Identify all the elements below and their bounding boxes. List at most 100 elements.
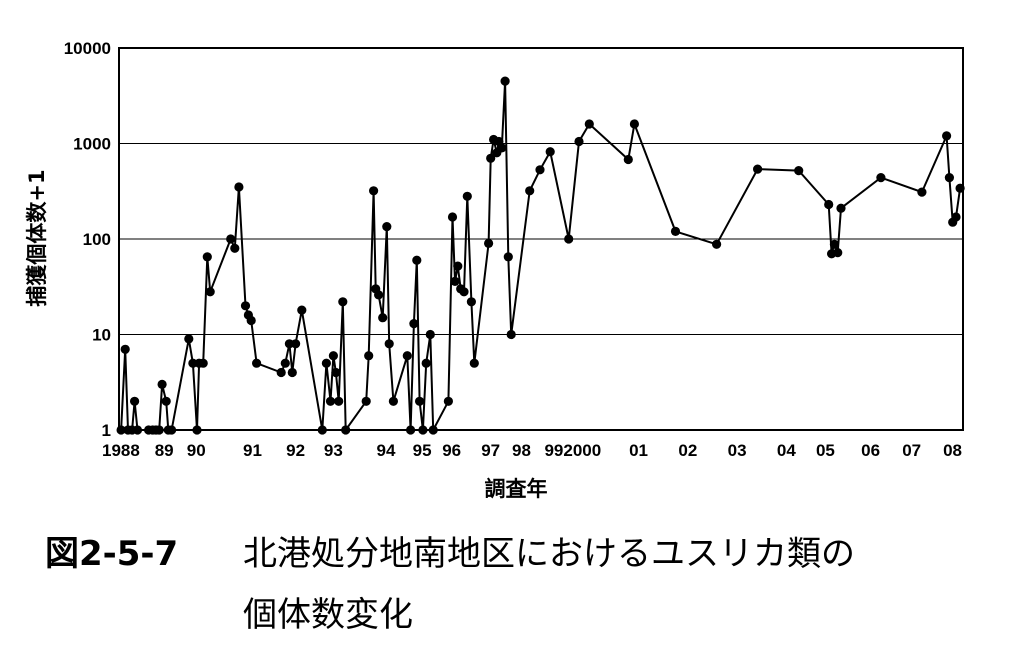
- data-point: [198, 358, 208, 368]
- data-point: [836, 203, 846, 213]
- x-tick-label: 07: [902, 441, 921, 460]
- x-tick-label: 03: [728, 441, 747, 460]
- data-point: [629, 119, 640, 129]
- data-point: [535, 165, 545, 175]
- data-point: [331, 367, 341, 378]
- data-point: [469, 358, 479, 368]
- data-point: [132, 425, 143, 435]
- data-point: [341, 425, 351, 435]
- data-point: [276, 367, 286, 378]
- data-point: [378, 313, 388, 323]
- data-point: [321, 358, 331, 368]
- data-point: [670, 226, 681, 236]
- data-point: [120, 344, 130, 354]
- series-line: [120, 81, 962, 434]
- data-point: [486, 153, 496, 163]
- data-point: [421, 358, 431, 368]
- data-point: [374, 290, 384, 300]
- data-point: [753, 164, 763, 174]
- data-point: [525, 186, 535, 196]
- x-tick-label: 93: [324, 441, 343, 460]
- data-point: [338, 297, 348, 307]
- data-point: [876, 173, 886, 183]
- figure-number: 図2-5-7: [45, 534, 178, 574]
- data-point: [564, 234, 574, 244]
- data-point: [334, 396, 344, 406]
- x-tick-label: 98: [512, 441, 531, 460]
- data-point: [192, 425, 202, 435]
- data-point: [459, 287, 469, 297]
- data-point: [361, 396, 371, 406]
- data-point: [545, 147, 555, 157]
- data-point: [462, 191, 472, 201]
- data-point: [450, 276, 460, 286]
- data-point: [384, 339, 394, 349]
- data-point: [955, 183, 965, 193]
- data-point: [712, 239, 722, 249]
- data-point: [280, 358, 290, 368]
- x-tick-label: 94: [376, 441, 395, 460]
- x-tick-label: 992000: [544, 441, 601, 460]
- x-tick-label: 89: [155, 441, 174, 460]
- data-point: [428, 425, 438, 435]
- x-tick-label: 92: [286, 441, 305, 460]
- data-point: [130, 396, 140, 406]
- data-point: [252, 358, 262, 368]
- data-point: [453, 261, 463, 271]
- x-tick-label: 90: [187, 441, 206, 460]
- data-point: [157, 379, 167, 389]
- data-point: [382, 222, 392, 232]
- y-tick-label: 100: [83, 230, 111, 249]
- data-point: [503, 252, 513, 262]
- data-point: [506, 329, 516, 340]
- data-point: [369, 186, 379, 196]
- x-tick-label: 05: [816, 441, 835, 460]
- x-tick-label: 97: [481, 441, 500, 460]
- data-point: [297, 305, 307, 315]
- data-point: [484, 238, 494, 248]
- data-point: [500, 76, 510, 86]
- data-point: [425, 329, 435, 340]
- data-point: [226, 234, 236, 244]
- x-axis-ticks: 1988 89 90 91 92 93 94 95 96 97 98 992000 01 02 03 04 05…: [102, 441, 962, 460]
- x-tick-label: 08: [943, 441, 962, 460]
- figure-title-line2: 個体数変化: [243, 595, 413, 635]
- data-point: [794, 166, 804, 176]
- data-point: [824, 199, 834, 210]
- data-point: [161, 396, 171, 406]
- data-point: [418, 425, 428, 435]
- data-point: [234, 182, 244, 192]
- data-point: [409, 319, 419, 329]
- data-point: [466, 297, 476, 307]
- data-point: [833, 248, 843, 258]
- data-point: [497, 143, 507, 153]
- data-point: [364, 351, 374, 361]
- data-point: [230, 243, 240, 253]
- x-axis-label: 調査年: [485, 477, 548, 501]
- data-point: [944, 173, 955, 183]
- data-point: [584, 119, 594, 129]
- plot-frame: [118, 47, 964, 431]
- x-tick-label: 1988: [102, 441, 140, 460]
- data-point: [116, 425, 126, 435]
- data-point: [443, 396, 453, 406]
- data-point: [328, 351, 338, 361]
- data-point: [388, 396, 398, 406]
- data-point: [623, 154, 633, 165]
- x-tick-label: 95: [413, 441, 432, 460]
- data-point: [406, 425, 416, 435]
- y-axis-label: 捕獲個体数+1: [25, 169, 49, 306]
- x-tick-label: 02: [678, 441, 697, 460]
- data-point: [942, 131, 952, 141]
- figure-title-line1: 北港処分地南地区におけるユスリカ類の: [243, 534, 855, 574]
- data-points: [116, 76, 965, 435]
- data-point: [246, 315, 256, 326]
- data-point: [154, 425, 164, 435]
- data-point: [291, 339, 301, 349]
- x-tick-label: 06: [861, 441, 880, 460]
- x-tick-label: 01: [629, 441, 648, 460]
- x-tick-label: 91: [243, 441, 262, 460]
- data-point: [951, 212, 961, 222]
- data-point: [917, 187, 927, 197]
